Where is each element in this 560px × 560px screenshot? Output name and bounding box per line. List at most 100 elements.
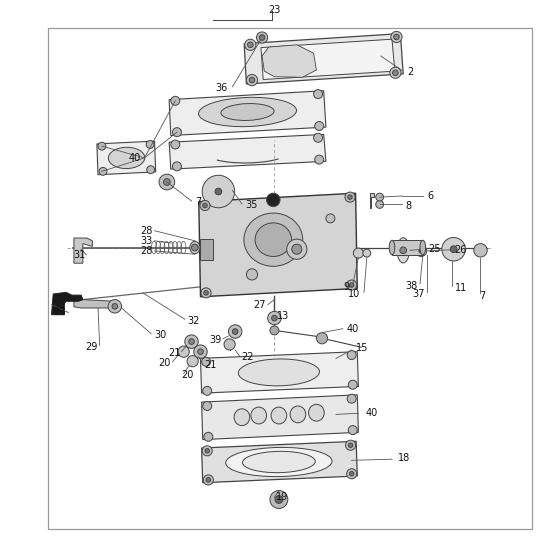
Text: 8: 8: [405, 200, 411, 211]
Text: 22: 22: [241, 352, 253, 362]
Ellipse shape: [190, 241, 200, 254]
Circle shape: [164, 179, 170, 185]
Circle shape: [326, 214, 335, 223]
Circle shape: [376, 200, 384, 208]
Circle shape: [347, 469, 357, 479]
Text: 7: 7: [479, 291, 485, 301]
Circle shape: [246, 269, 258, 280]
Text: 18: 18: [398, 453, 410, 463]
Circle shape: [185, 335, 198, 348]
Ellipse shape: [202, 175, 235, 208]
Circle shape: [249, 77, 255, 83]
Text: 32: 32: [188, 316, 200, 326]
Text: 36: 36: [215, 83, 227, 93]
Circle shape: [203, 475, 213, 485]
Text: 15: 15: [356, 343, 368, 353]
Circle shape: [259, 35, 265, 40]
Circle shape: [347, 280, 357, 290]
Text: 26: 26: [455, 245, 467, 255]
Circle shape: [215, 188, 222, 195]
Text: 39: 39: [209, 335, 222, 345]
Circle shape: [178, 346, 189, 357]
Text: 35: 35: [245, 200, 258, 210]
Text: 33: 33: [140, 236, 152, 246]
Circle shape: [353, 248, 363, 258]
Polygon shape: [97, 141, 156, 175]
Ellipse shape: [420, 240, 426, 255]
Circle shape: [246, 74, 258, 86]
Polygon shape: [370, 193, 374, 208]
Circle shape: [187, 356, 198, 367]
Circle shape: [192, 244, 198, 251]
Circle shape: [203, 402, 212, 410]
Polygon shape: [202, 441, 357, 483]
Circle shape: [172, 128, 181, 137]
Circle shape: [348, 195, 352, 199]
Circle shape: [347, 394, 356, 403]
Circle shape: [450, 246, 457, 253]
Circle shape: [348, 426, 357, 435]
Circle shape: [171, 96, 180, 105]
Circle shape: [205, 449, 209, 453]
Circle shape: [347, 351, 356, 360]
Circle shape: [419, 249, 423, 253]
Ellipse shape: [239, 359, 319, 386]
Circle shape: [189, 339, 194, 344]
Bar: [48, 28, 532, 529]
Ellipse shape: [397, 238, 409, 263]
Circle shape: [316, 333, 328, 344]
Ellipse shape: [234, 409, 250, 426]
Circle shape: [172, 162, 181, 171]
Bar: [200, 239, 213, 260]
Circle shape: [232, 329, 238, 334]
Polygon shape: [199, 193, 357, 297]
Circle shape: [112, 304, 118, 309]
Ellipse shape: [242, 451, 315, 473]
Text: 21: 21: [204, 360, 217, 370]
Circle shape: [287, 239, 307, 259]
Circle shape: [228, 325, 242, 338]
Circle shape: [267, 193, 280, 207]
Text: 25: 25: [428, 244, 440, 254]
Polygon shape: [202, 395, 358, 440]
Circle shape: [400, 247, 407, 254]
Circle shape: [474, 244, 487, 257]
Text: 13: 13: [277, 311, 289, 321]
Polygon shape: [74, 300, 118, 308]
Text: 28: 28: [140, 246, 152, 256]
Circle shape: [201, 288, 211, 298]
Ellipse shape: [109, 147, 144, 169]
Text: 2: 2: [408, 67, 414, 77]
Circle shape: [146, 141, 154, 148]
Circle shape: [147, 166, 155, 174]
Polygon shape: [52, 292, 83, 315]
Circle shape: [203, 386, 212, 395]
Text: 10: 10: [348, 289, 361, 299]
Circle shape: [202, 357, 211, 366]
Circle shape: [315, 122, 324, 130]
Circle shape: [270, 491, 288, 508]
Circle shape: [204, 432, 213, 441]
Ellipse shape: [226, 447, 332, 477]
Ellipse shape: [221, 104, 274, 120]
Circle shape: [390, 67, 401, 78]
Text: 38: 38: [405, 281, 417, 291]
Circle shape: [270, 326, 279, 335]
Text: 40: 40: [129, 153, 141, 163]
Ellipse shape: [199, 97, 296, 127]
Circle shape: [314, 133, 323, 142]
Circle shape: [393, 70, 398, 76]
Circle shape: [198, 349, 203, 354]
Circle shape: [224, 339, 235, 350]
Bar: [392, 240, 423, 255]
Text: 31: 31: [73, 250, 85, 260]
Polygon shape: [244, 34, 403, 84]
Text: 23: 23: [268, 4, 281, 15]
Circle shape: [98, 142, 106, 150]
Circle shape: [349, 472, 354, 476]
Circle shape: [346, 440, 356, 450]
Polygon shape: [261, 39, 395, 80]
Circle shape: [268, 311, 281, 325]
Circle shape: [416, 245, 427, 256]
Circle shape: [206, 478, 211, 482]
